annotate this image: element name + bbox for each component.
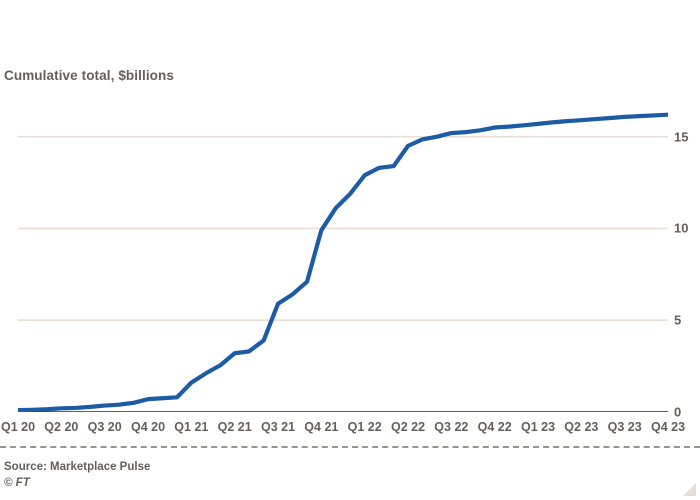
x-axis-label: Q2 20 xyxy=(44,420,79,434)
x-axis-label: Q1 20 xyxy=(0,420,36,434)
y-axis-label: 10 xyxy=(674,220,689,236)
x-axis-label: Q1 23 xyxy=(520,420,556,434)
y-axis-label: 5 xyxy=(674,312,682,328)
y-axis-label: 0 xyxy=(674,404,682,420)
y-axis-label: 15 xyxy=(674,129,689,145)
x-axis-label: Q3 22 xyxy=(434,420,469,434)
ft-corner-mark xyxy=(683,483,696,496)
x-axis-label: Q4 21 xyxy=(304,420,339,434)
x-axis-label: Q3 21 xyxy=(260,420,296,434)
x-axis-label: Q4 20 xyxy=(130,420,166,434)
footer-divider xyxy=(0,446,700,448)
line-chart-svg xyxy=(18,112,668,412)
chart-subtitle: Cumulative total, $billions xyxy=(4,68,174,83)
x-axis-label: Q4 22 xyxy=(477,420,512,434)
x-axis-label: Q3 20 xyxy=(87,420,122,434)
x-axis-label: Q4 23 xyxy=(650,420,686,434)
x-axis-label: Q2 21 xyxy=(217,420,252,434)
plot-area xyxy=(18,100,668,412)
x-axis: Q1 20 Q2 20 Q3 20 Q4 20 Q1 21 Q2 21 Q3 21 Q4 21… xyxy=(1,420,685,438)
x-axis-label: Q1 21 xyxy=(174,420,209,434)
copyright-note: © FT xyxy=(4,477,30,489)
x-axis-label: Q2 22 xyxy=(390,420,426,434)
x-axis-label: Q1 22 xyxy=(347,420,382,434)
data-line-cumulative-total xyxy=(18,112,668,412)
x-axis-label: Q2 23 xyxy=(564,420,599,434)
source-note: Source: Marketplace Pulse xyxy=(4,461,151,473)
x-axis-label: Q3 23 xyxy=(607,420,642,434)
